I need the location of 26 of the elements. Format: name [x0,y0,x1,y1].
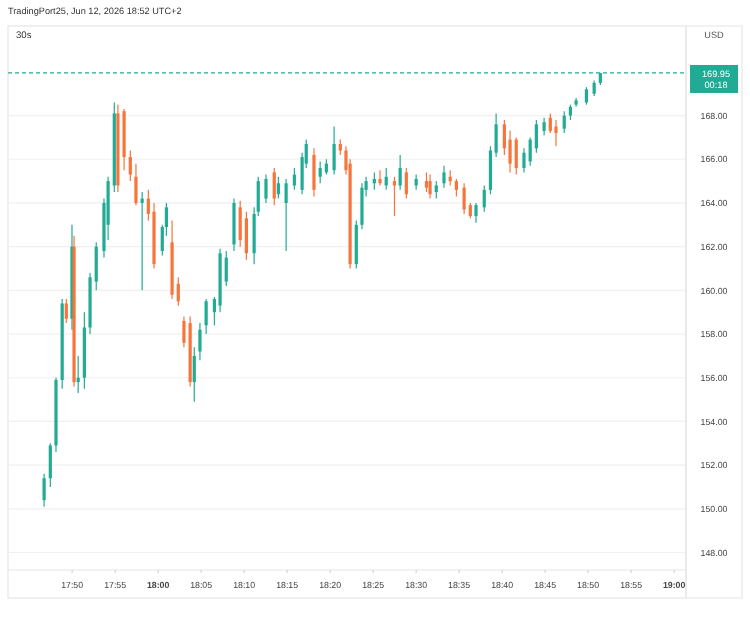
candlestick [562,110,566,134]
candlestick [272,167,276,206]
candlestick [514,136,518,176]
candlestick [244,211,248,261]
candlestick [318,160,322,184]
candlestick [232,197,236,252]
candlestick [64,298,68,324]
candlestick [284,178,288,252]
candlestick [554,119,558,147]
candlestick [474,202,478,224]
candlestick [42,473,46,508]
candlestick [482,184,486,213]
candlestick [404,167,408,200]
candlestick [264,173,268,204]
candlestick [424,171,429,193]
candlestick [398,154,402,191]
candlestick [276,176,280,200]
candlestick [378,169,382,187]
candlestick [428,173,432,200]
candlestick [522,147,526,173]
candlestick [238,200,242,248]
candlestick [462,182,466,215]
candlestick [332,125,336,176]
candlestick [312,147,316,198]
candlestick [534,119,538,154]
candlestick [442,165,446,189]
